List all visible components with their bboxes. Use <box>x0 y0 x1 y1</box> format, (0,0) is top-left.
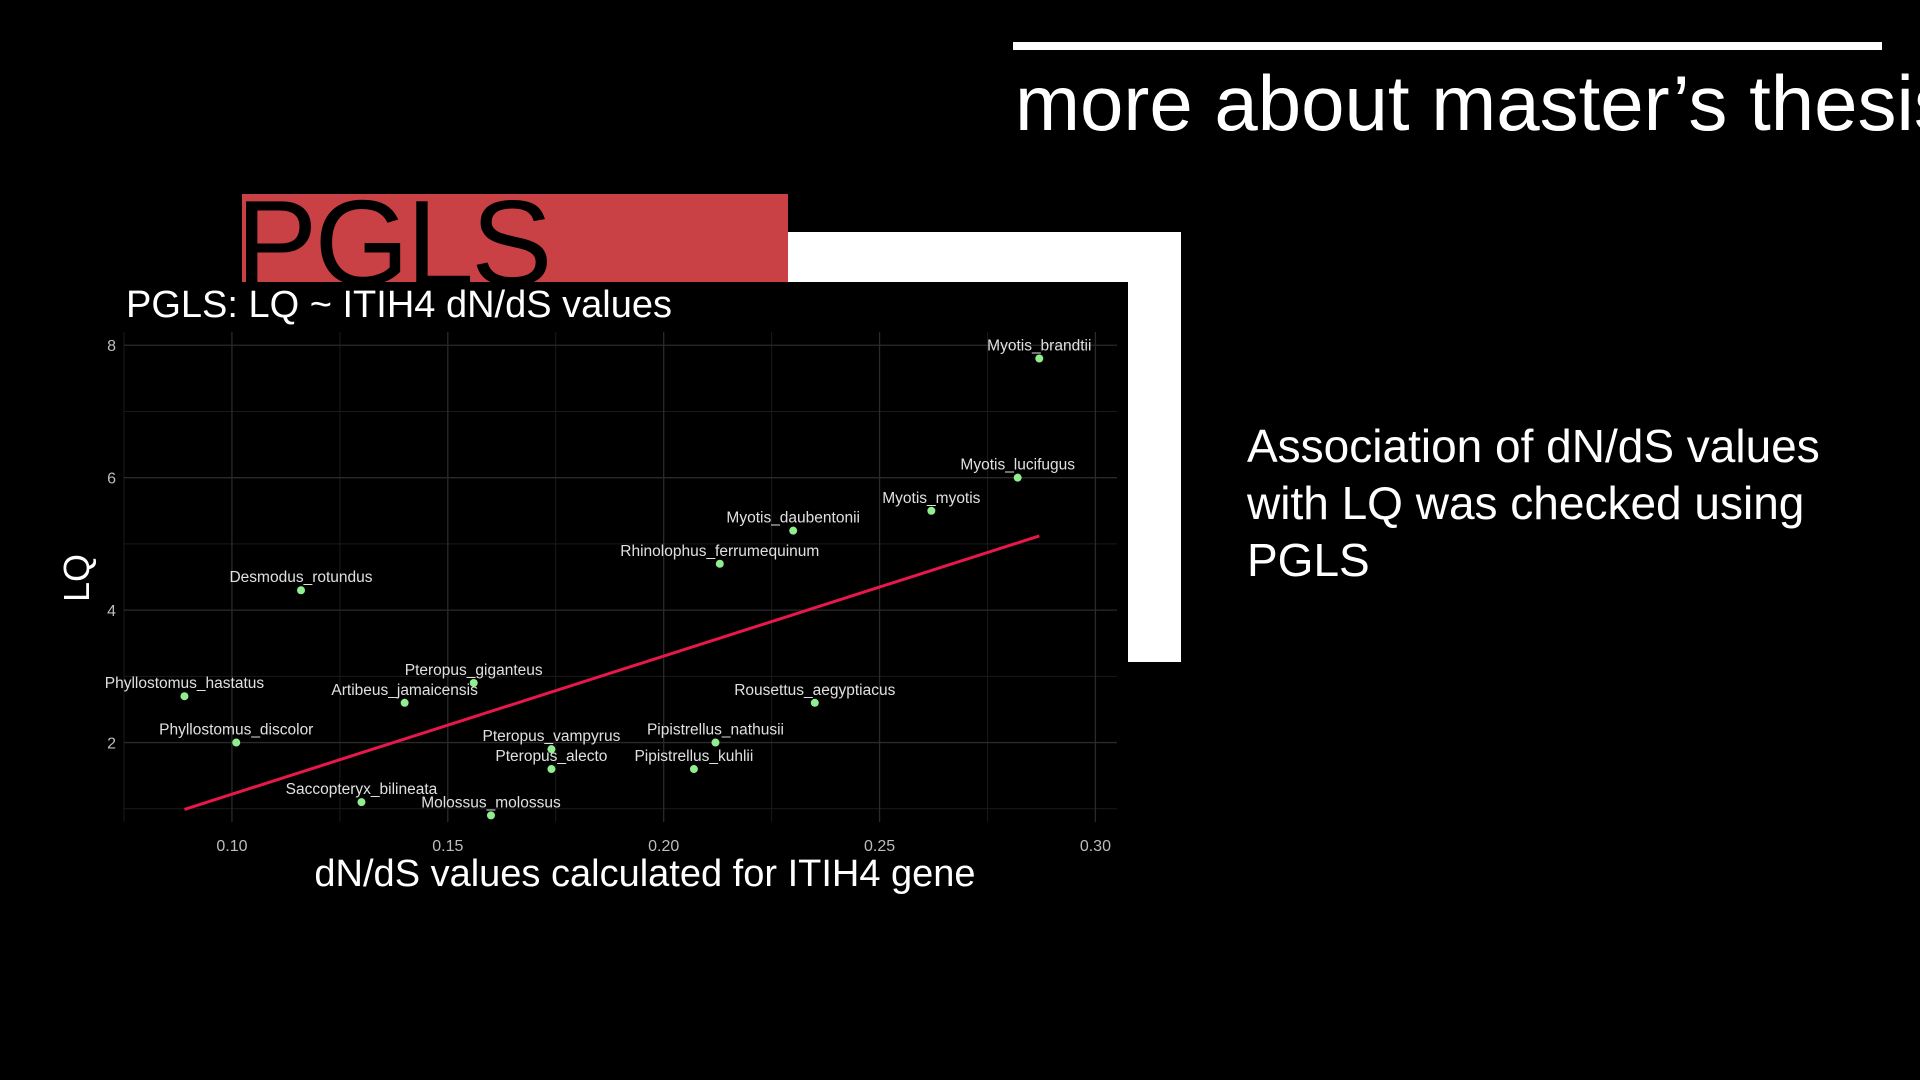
point-label: Pteropus_giganteus <box>405 662 543 679</box>
x-axis-title: dN/dS values calculated for ITIH4 gene <box>314 853 975 895</box>
data-point <box>711 738 720 747</box>
point-label: Phyllostomus_discolor <box>159 722 313 739</box>
y-axis-title: LQ <box>56 554 97 602</box>
point-label: Myotis_myotis <box>882 490 980 507</box>
point-label: Artibeus_jamaicensis <box>331 682 478 699</box>
data-point <box>357 798 366 807</box>
slide-title: more about master’s thesis <box>1015 59 1920 147</box>
x-tick-label: 0.10 <box>216 838 247 855</box>
point-label: Pteropus_vampyrus <box>482 728 620 745</box>
data-point <box>927 506 936 515</box>
y-tick-label: 6 <box>107 471 116 488</box>
point-label: Myotis_brandtii <box>987 337 1091 354</box>
point-label: Myotis_lucifugus <box>960 457 1075 474</box>
data-point <box>1035 354 1044 363</box>
description-text: Association of dN/dS values with LQ was … <box>1247 420 1820 586</box>
chart-svg: 0.10 0.15 0.20 0.25 0.30 2 4 6 8 PGLS: LQ ~ ITIH4… <box>56 284 1117 895</box>
data-point <box>547 745 556 754</box>
data-point <box>469 678 478 687</box>
point-label: Rhinolophus_ferrumequinum <box>620 543 819 560</box>
point-label: Saccopteryx_bilineata <box>286 781 438 798</box>
point-label: Pteropus_alecto <box>495 748 607 765</box>
x-tick-label: 0.20 <box>648 838 679 855</box>
pgls-chart: 0.10 0.15 0.20 0.25 0.30 2 4 6 8 PGLS: LQ ~ ITIH4… <box>0 282 1128 902</box>
point-label: Phyllostomus_hastatus <box>105 675 265 692</box>
data-point <box>789 526 798 535</box>
point-label: Rousettus_aegyptiacus <box>734 682 895 699</box>
data-point <box>689 765 698 774</box>
title-rule <box>1013 42 1882 50</box>
data-point <box>547 765 556 774</box>
data-point <box>810 698 819 707</box>
point-label: Desmodus_rotundus <box>229 569 372 586</box>
data-point <box>715 559 724 568</box>
point-label: Molossus_molossus <box>421 794 561 811</box>
point-label: Pipistrellus_kuhlii <box>634 748 753 765</box>
x-tick-label: 0.25 <box>864 838 895 855</box>
point-label: Pipistrellus_nathusii <box>647 722 784 739</box>
chart-title: PGLS: LQ ~ ITIH4 dN/dS values <box>126 284 672 326</box>
x-tick-label: 0.30 <box>1080 838 1111 855</box>
point-label: Myotis_daubentonii <box>726 510 860 527</box>
section-accent-block <box>242 194 788 282</box>
data-point <box>486 811 495 820</box>
regression-line <box>183 534 1040 811</box>
y-tick-label: 8 <box>107 338 116 355</box>
y-tick-label: 2 <box>107 736 116 753</box>
data-point <box>1013 473 1022 482</box>
data-point <box>297 586 306 595</box>
data-point <box>180 692 189 701</box>
x-tick-label: 0.15 <box>432 838 463 855</box>
data-point <box>400 698 409 707</box>
y-tick-label: 4 <box>107 603 116 620</box>
data-point <box>232 738 241 747</box>
